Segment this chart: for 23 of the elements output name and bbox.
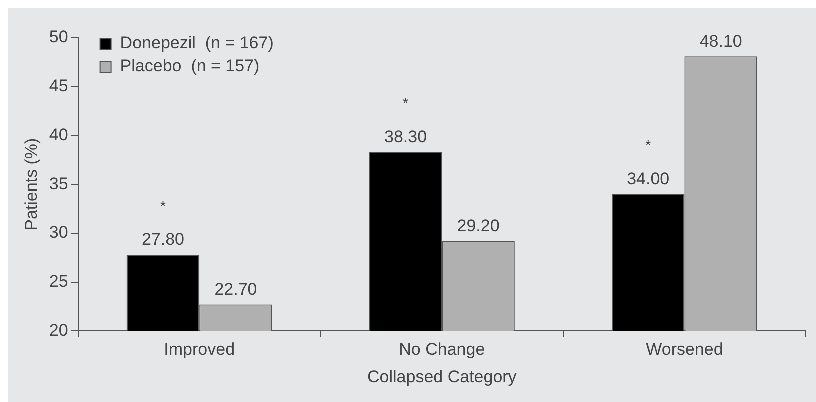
annotation: * — [646, 137, 652, 154]
data-label: 29.20 — [457, 216, 500, 236]
x-axis-title: Collapsed Category — [368, 367, 518, 386]
y-tick-label: 35 — [49, 174, 68, 194]
annotation: * — [160, 198, 166, 214]
legend-label: Placebo (n = 157) — [120, 56, 260, 76]
data-label: 34.00 — [627, 170, 670, 189]
y-tick-label: 45 — [49, 76, 68, 96]
data-label: 38.30 — [384, 128, 428, 147]
x-tick-label: Improved — [164, 340, 236, 360]
y-tick-label: 40 — [49, 125, 68, 144]
y-axis-title: Patients (%) — [22, 138, 41, 231]
legend-label: Donepezil (n = 167) — [120, 34, 274, 53]
y-tick-label: 30 — [49, 223, 68, 242]
annotation: * — [403, 95, 410, 112]
data-label: 22.70 — [214, 280, 258, 299]
x-tick-label: No Change — [399, 340, 486, 360]
data-label: 27.80 — [142, 230, 184, 250]
y-tick-label: 25 — [49, 272, 68, 292]
y-tick-label: 50 — [49, 28, 68, 47]
y-tick-label: 20 — [49, 320, 68, 340]
x-tick-label: Worsened — [646, 340, 724, 360]
data-label: 48.10 — [700, 32, 742, 51]
